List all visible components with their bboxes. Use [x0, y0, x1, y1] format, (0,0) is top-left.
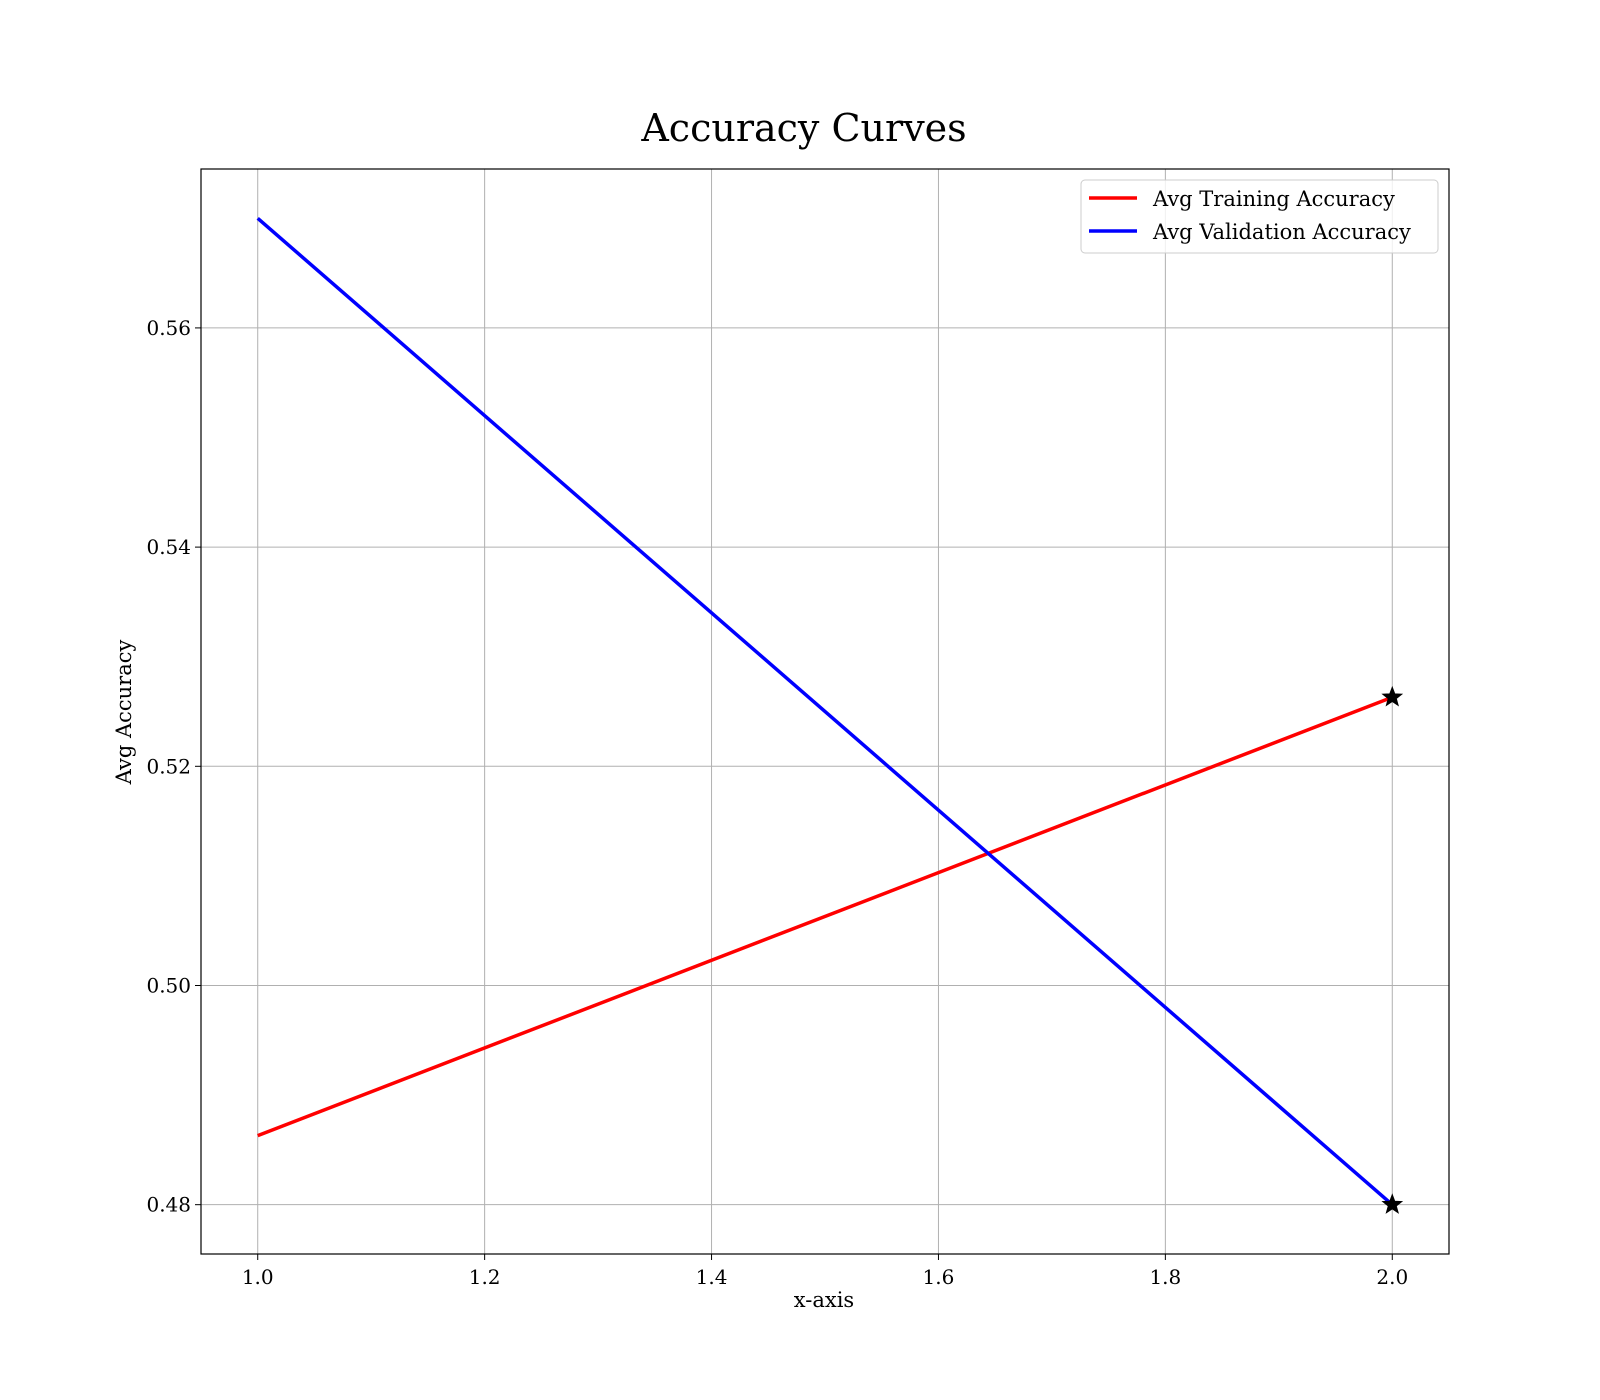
- y-tick-label: 0.54: [146, 535, 191, 559]
- y-tick-label: 0.48: [146, 1193, 191, 1217]
- y-tick-label: 0.52: [146, 754, 191, 778]
- x-tick-label: 1.4: [696, 1265, 728, 1289]
- avg-training-accuracy-line: [257, 695, 1393, 1138]
- x-tick-label: 1.6: [923, 1265, 955, 1289]
- plot-frame: [200, 168, 1450, 1255]
- y-tick-label: 0.56: [146, 316, 191, 340]
- avg-validation-accuracy-line: [256, 216, 1394, 1207]
- x-axis-label: x-axis: [794, 1288, 854, 1312]
- chart-title: Accuracy Curves: [640, 106, 966, 150]
- x-tick-label: 1.0: [242, 1265, 274, 1289]
- series-layer: [256, 216, 1394, 1207]
- avg-training-accuracy-end-marker: [1381, 685, 1404, 707]
- x-axis-ticks: 1.0 1.2 1.4 1.6 1.8 2.0: [242, 1254, 1408, 1289]
- legend: Avg Training Accuracy Avg Validation Acc…: [1080, 179, 1439, 254]
- legend-box: [1080, 179, 1439, 254]
- legend-label-training: Avg Training Accuracy: [1152, 187, 1395, 211]
- x-tick-label: 1.2: [469, 1265, 501, 1289]
- markers-layer: [1381, 685, 1404, 1214]
- avg-validation-accuracy-end-marker: [1381, 1193, 1404, 1214]
- x-tick-label: 1.8: [1149, 1265, 1181, 1289]
- y-axis-ticks: 0.48 0.50 0.52 0.54 0.56: [146, 316, 201, 1217]
- y-tick-label: 0.50: [146, 973, 191, 997]
- y-axis-label: Avg Accuracy: [112, 640, 136, 786]
- grid-lines: [201, 169, 1449, 1254]
- legend-label-validation: Avg Validation Accuracy: [1152, 220, 1411, 244]
- x-tick-label: 2.0: [1376, 1265, 1408, 1289]
